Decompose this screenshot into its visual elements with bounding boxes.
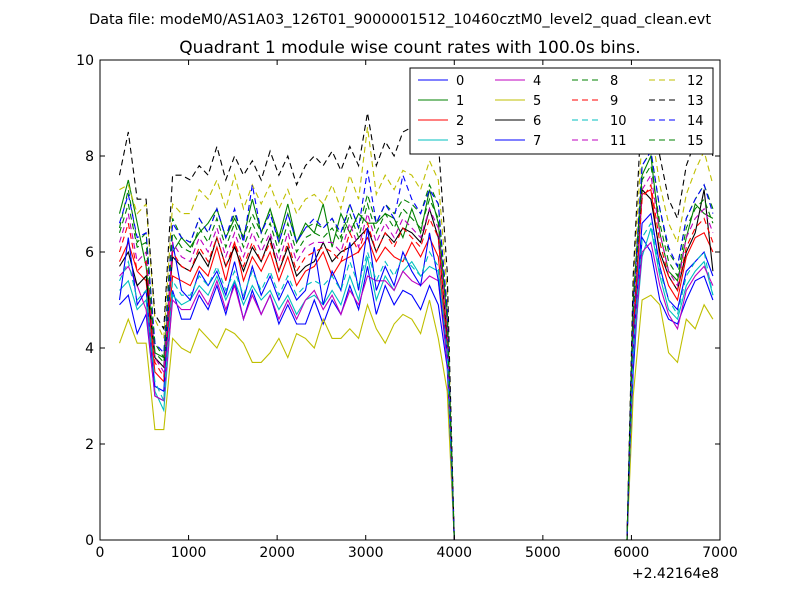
- legend-label-2: 2: [456, 114, 464, 129]
- data-file-suptitle: Data file: modeM0/AS1A03_126T01_90000015…: [89, 12, 711, 28]
- y-tick-label: 2: [85, 437, 94, 453]
- legend-label-10: 10: [610, 114, 627, 129]
- y-tick-label: 0: [85, 533, 94, 549]
- legend-label-15: 15: [687, 134, 704, 149]
- x-tick-label: 7000: [702, 545, 738, 561]
- legend-label-12: 12: [687, 74, 704, 89]
- series-line-15: [118, 164, 714, 541]
- series-line-4: [119, 241, 714, 541]
- legend-label-14: 14: [687, 114, 704, 129]
- x-offset-label: +2.42164e8: [632, 566, 719, 582]
- series-line-5: [118, 294, 714, 541]
- legend-label-4: 4: [533, 74, 541, 89]
- legend-label-1: 1: [456, 94, 464, 109]
- legend-label-11: 11: [610, 134, 627, 149]
- legend-label-8: 8: [610, 74, 618, 89]
- y-tick-label: 8: [85, 149, 94, 165]
- chart-title: Quadrant 1 module wise count rates with …: [179, 38, 640, 58]
- x-tick-label: 5000: [525, 545, 561, 561]
- y-tick-label: 6: [85, 245, 94, 261]
- series-line-10: [119, 221, 714, 541]
- x-tick-label: 6000: [614, 545, 650, 561]
- legend-label-7: 7: [533, 134, 541, 149]
- x-tick-label: 3000: [348, 545, 384, 561]
- x-tick-label: 1000: [171, 545, 207, 561]
- legend-label-13: 13: [687, 94, 704, 109]
- series-line-13: [118, 92, 714, 541]
- series-line-14: [118, 149, 714, 541]
- series-line-12: [119, 125, 714, 541]
- y-tick-label: 10: [76, 53, 94, 69]
- series-line-9: [118, 183, 714, 541]
- x-tick-label: 4000: [436, 545, 472, 561]
- legend-label-5: 5: [533, 94, 541, 109]
- legend-label-6: 6: [533, 114, 541, 129]
- legend-label-3: 3: [456, 134, 464, 149]
- y-tick-label: 4: [85, 341, 94, 357]
- series-line-7: [118, 212, 714, 541]
- plot-frame: [99, 59, 721, 541]
- legend-label-9: 9: [610, 94, 618, 109]
- legend-label-0: 0: [456, 74, 464, 89]
- series-layer: [118, 92, 714, 541]
- x-tick-label: 0: [96, 545, 105, 561]
- series-line-11: [118, 173, 714, 541]
- x-tick-label: 2000: [259, 545, 295, 561]
